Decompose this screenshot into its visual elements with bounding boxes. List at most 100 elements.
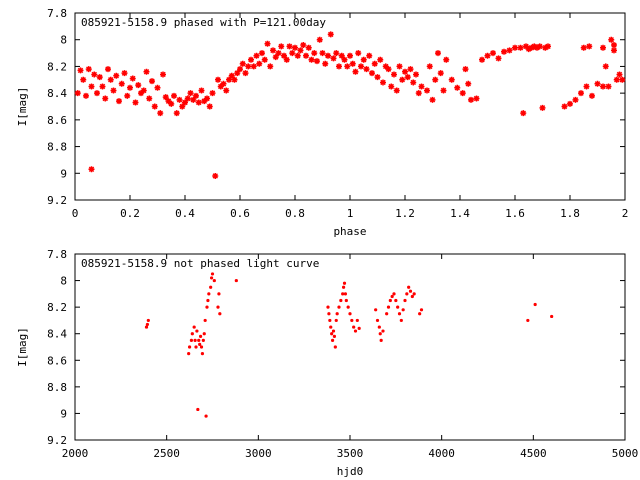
phased-y-tick-label: 9.2 <box>47 194 67 207</box>
phased-data-point <box>402 68 408 75</box>
phased-data-point <box>520 110 527 117</box>
phased-data-point <box>611 47 617 54</box>
phased-data-point <box>410 79 417 86</box>
phased-data-point <box>171 92 177 99</box>
unphased-data-point <box>207 292 211 296</box>
phased-data-point <box>204 95 210 102</box>
unphased-data-point <box>352 325 356 329</box>
unphased-data-point <box>381 329 385 333</box>
phased-data-point <box>407 66 414 73</box>
phased-data-point <box>102 95 109 102</box>
phased-data-point <box>187 90 194 97</box>
phased-data-point <box>437 70 444 77</box>
phased-light-curve-panel: 0 0.2 0.4 0.6 0.8 1 1.2 1.4 1.6 1.8 2 7.8 8 8.2 8.4 8.6… <box>16 7 628 238</box>
unphased-data-point <box>200 352 205 356</box>
unphased-data-point <box>353 329 358 333</box>
unphased-data-point <box>204 414 208 418</box>
phased-x-tick-label: 1 <box>347 207 354 220</box>
phased-data-point <box>297 47 304 54</box>
phased-data-point <box>512 44 518 51</box>
phased-data-point <box>193 92 199 99</box>
phased-data-point <box>327 31 334 38</box>
unphased-y-tick-label: 7.8 <box>47 248 67 261</box>
phased-data-point <box>435 50 441 57</box>
unphased-data-point <box>327 312 331 316</box>
phased-data-point <box>289 50 296 57</box>
phased-data-point <box>545 43 551 50</box>
phased-data-point <box>413 71 419 78</box>
unphased-data-point <box>197 338 201 342</box>
phased-data-point <box>462 66 469 73</box>
unphased-data-point <box>187 345 192 349</box>
phased-data-point <box>228 72 235 79</box>
phased-data-point <box>360 56 367 63</box>
unphased-data-point <box>405 292 409 296</box>
unphased-data-point <box>401 308 405 312</box>
unphased-data-point <box>339 298 343 303</box>
unphased-data-point <box>374 308 378 312</box>
unphased-data-point <box>212 278 216 283</box>
phased-data-point <box>534 44 540 51</box>
unphased-data-point <box>202 332 206 336</box>
phased-data-point <box>311 50 318 57</box>
phased-data-point <box>613 76 620 83</box>
phased-x-axis-label: phase <box>333 225 366 238</box>
unphased-data-point <box>350 318 354 323</box>
phased-data-point <box>300 42 307 49</box>
phased-data-point <box>385 66 392 73</box>
phased-y-tick-label: 7.8 <box>47 7 67 20</box>
phased-data-point <box>479 56 485 63</box>
phased-data-point <box>231 76 238 83</box>
unphased-data-point <box>419 308 424 312</box>
phased-data-point <box>129 75 136 82</box>
phased-data-point <box>602 63 609 70</box>
phased-data-points <box>74 31 626 179</box>
unphased-x-tick-label: 3000 <box>245 447 272 460</box>
phased-data-point <box>157 110 164 117</box>
phased-data-point <box>294 52 301 59</box>
phased-data-point <box>369 70 375 77</box>
unphased-data-point <box>410 294 414 299</box>
phased-data-point <box>286 43 293 50</box>
phased-data-point <box>418 83 425 90</box>
unphased-data-point <box>218 312 222 316</box>
phased-data-point <box>426 63 433 70</box>
phased-data-point <box>99 83 106 90</box>
phased-y-tick-label: 8.8 <box>47 141 67 154</box>
phased-data-point <box>292 44 298 51</box>
phased-data-point <box>561 103 568 110</box>
unphased-data-point <box>146 318 150 323</box>
phased-data-point <box>209 90 216 97</box>
unphased-x-tick-label: 4500 <box>520 447 547 460</box>
unphased-data-point <box>399 318 403 323</box>
phased-data-point <box>600 83 606 90</box>
phased-x-tick-label: 0.6 <box>230 207 250 220</box>
phased-data-point <box>388 83 395 90</box>
unphased-data-point <box>326 305 330 309</box>
phased-data-point <box>619 76 626 83</box>
phased-data-point <box>239 60 246 67</box>
unphased-y-tick-label: 8.8 <box>47 381 67 394</box>
phased-data-point <box>264 40 271 47</box>
phased-data-point <box>336 63 342 70</box>
phased-data-point <box>432 76 439 83</box>
unphased-data-point <box>407 285 411 289</box>
phased-data-point <box>91 71 98 78</box>
phased-data-point <box>333 50 340 57</box>
phased-data-point <box>305 44 312 51</box>
phased-data-point <box>374 74 381 81</box>
unphased-data-point <box>348 312 352 316</box>
phased-data-point <box>338 52 345 59</box>
unphased-x-axis-label: hjd0 <box>337 465 364 478</box>
unphased-data-point <box>334 318 338 323</box>
phased-data-point <box>220 80 227 87</box>
unphased-light-curve-panel: 2000 2500 3000 3500 4000 4500 5000 7.8 8 8.2 8.4 8.… <box>16 248 638 478</box>
unphased-data-point <box>144 325 149 329</box>
phased-data-point <box>583 83 590 90</box>
unphased-data-point <box>333 345 337 349</box>
phased-x-tick-label: 0.4 <box>175 207 195 220</box>
unphased-y-tick-label: 8.6 <box>47 354 67 367</box>
unphased-data-point <box>344 298 348 303</box>
unphased-x-tick-label: 4000 <box>428 447 455 460</box>
phased-data-point <box>116 98 122 105</box>
